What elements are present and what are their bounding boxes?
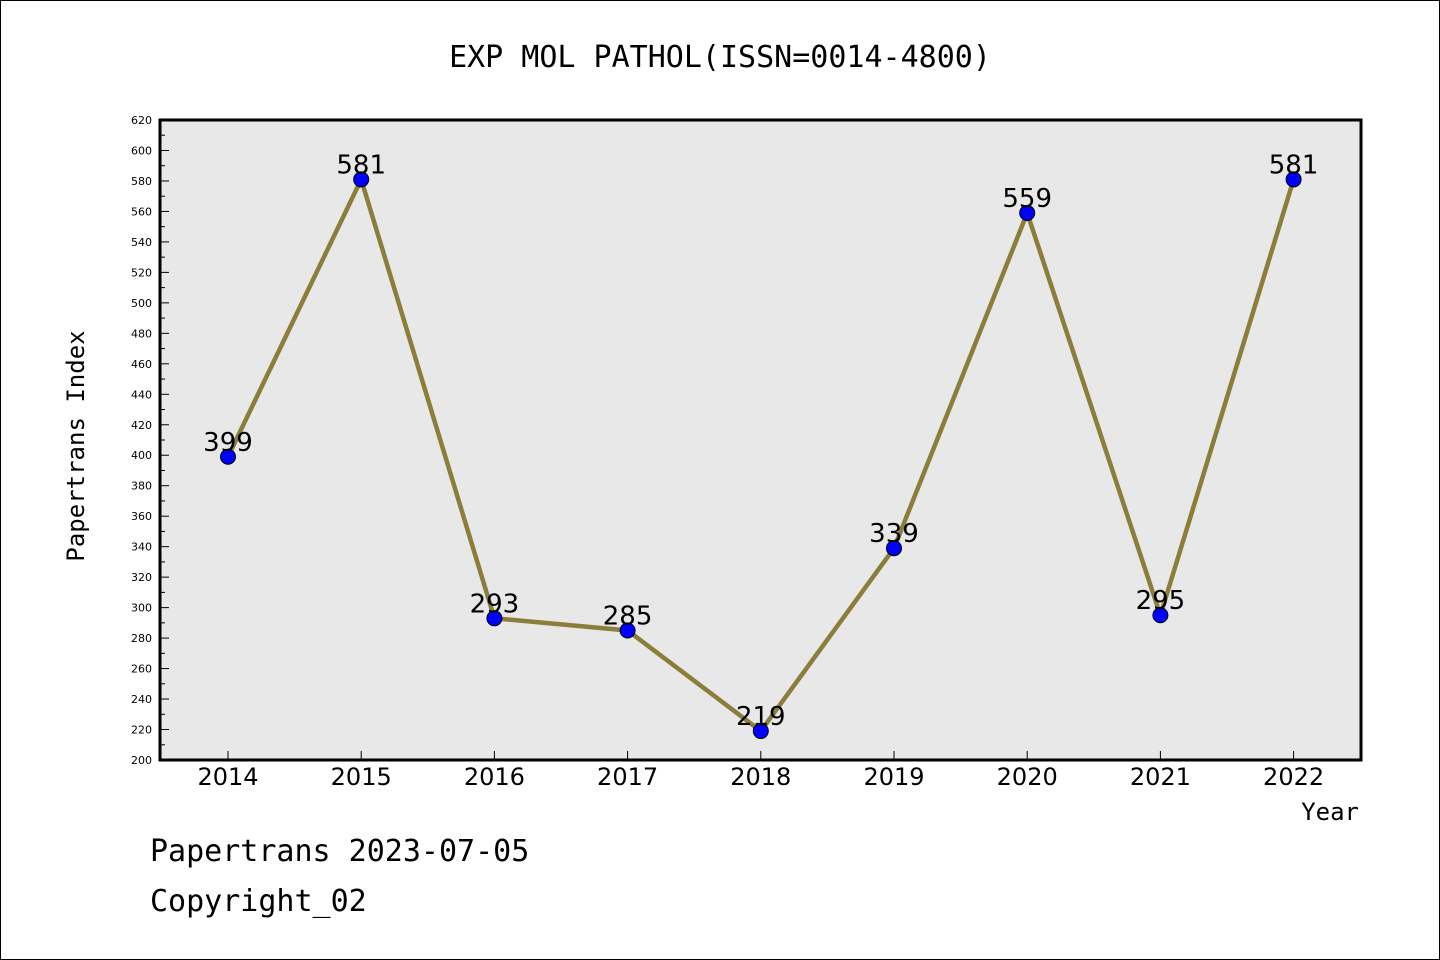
y-tick-label: 500: [131, 297, 152, 310]
x-tick-label: 2016: [464, 763, 525, 791]
x-tick-label: 2015: [331, 763, 392, 791]
data-point: [486, 610, 503, 627]
y-tick-label: 400: [131, 449, 152, 462]
y-tick-label: 240: [131, 693, 152, 706]
y-tick-label: 460: [131, 358, 152, 371]
y-tick-label: 580: [131, 175, 152, 188]
x-tick-label: 2018: [730, 763, 791, 791]
y-tick-label: 280: [131, 632, 152, 645]
data-point: [619, 622, 636, 639]
footer-copyright: Copyright_02: [150, 884, 367, 919]
y-tick-label: 260: [131, 663, 152, 676]
data-labels: 399 581 293 285 219 339 559 295 581: [203, 150, 1318, 732]
y-tick-label: 320: [131, 571, 152, 584]
y-tick-label: 520: [131, 266, 152, 279]
x-tick-label: 2021: [1130, 763, 1191, 791]
y-tick-label: 560: [131, 205, 152, 218]
y-tick-label: 340: [131, 541, 152, 554]
data-label: 581: [1269, 150, 1319, 180]
data-point: [1152, 607, 1169, 624]
y-tick-label: 380: [131, 480, 152, 493]
data-label: 295: [1136, 586, 1186, 616]
footer-date: Papertrans 2023-07-05: [150, 834, 530, 869]
data-point: [752, 723, 769, 740]
y-tick-label: 300: [131, 602, 152, 615]
x-axis: 2014 2015 2016 2017 2018 2019 2020 2021 2022: [197, 751, 1324, 791]
data-label: 293: [470, 589, 520, 619]
data-label: 285: [603, 601, 653, 631]
data-point: [1285, 171, 1302, 188]
y-tick-label: 480: [131, 327, 152, 340]
x-tick-label: 2020: [997, 763, 1058, 791]
x-tick-label: 2019: [863, 763, 924, 791]
x-tick-label: 2022: [1263, 763, 1324, 791]
y-axis-label: Papertrans Index: [62, 330, 90, 561]
data-label: 399: [203, 428, 253, 458]
data-label: 339: [869, 519, 919, 549]
y-axis: 200 220 240 260 280 300 320 340 360 380 400 420 440 4…: [131, 114, 169, 767]
chart-title: EXP MOL PATHOL(ISSN=0014-4800): [449, 40, 991, 75]
y-tick-label: 620: [131, 114, 152, 127]
data-point: [353, 171, 370, 188]
x-tick-label: 2014: [197, 763, 258, 791]
y-tick-label: 420: [131, 419, 152, 432]
data-label: 219: [736, 702, 786, 732]
data-label: 559: [1002, 184, 1052, 214]
y-tick-label: 220: [131, 724, 152, 737]
y-tick-label: 600: [131, 144, 152, 157]
y-tick-label: 440: [131, 388, 152, 401]
y-tick-label: 200: [131, 754, 152, 767]
plot-area: [158, 118, 1363, 762]
data-point: [886, 540, 902, 557]
y-tick-label: 360: [131, 510, 152, 523]
x-tick-label: 2017: [597, 763, 658, 791]
y-tick-label: 540: [131, 236, 152, 249]
data-point: [1019, 204, 1036, 221]
data-label: 581: [336, 150, 386, 180]
data-point: [220, 448, 236, 465]
series-markers: [220, 171, 1302, 740]
x-axis-label: Year: [1301, 798, 1359, 826]
